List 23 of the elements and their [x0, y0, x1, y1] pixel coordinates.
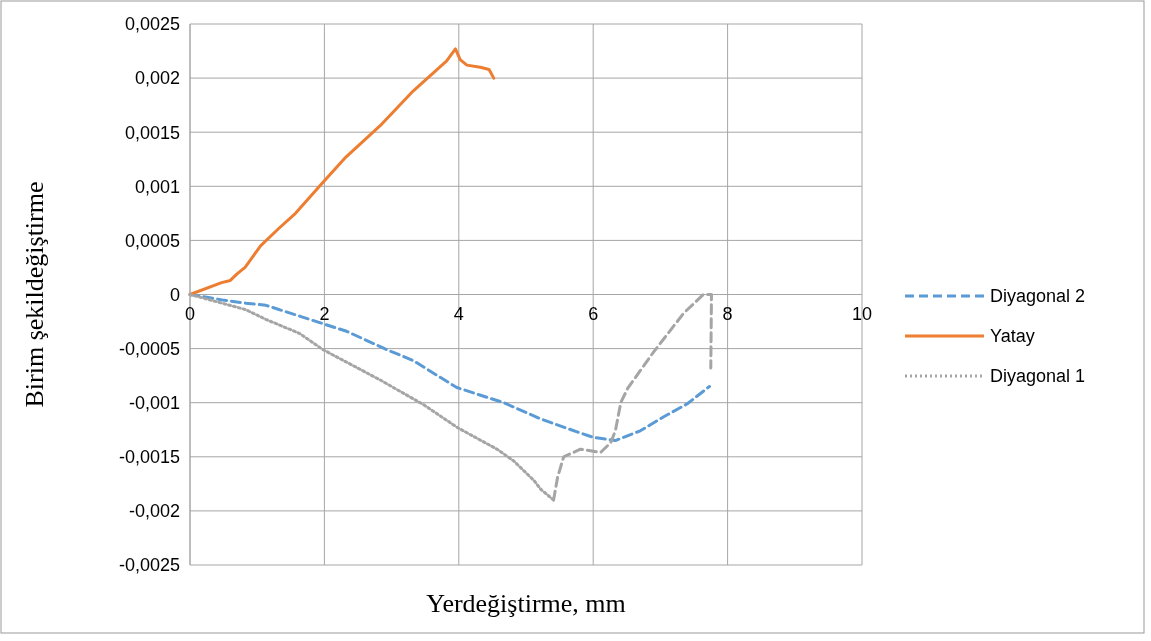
x-tick-label: 0: [184, 303, 196, 324]
y-tick-label: 0,0015: [124, 122, 180, 143]
y-tick-label: -0,0025: [118, 555, 180, 576]
y-axis-title: Birim şekildeğiştirme: [20, 181, 49, 408]
legend-label: Diyagonal 2: [990, 286, 1086, 307]
y-tick-label: 0,0025: [124, 14, 180, 35]
y-tick-label: -0,002: [128, 501, 180, 522]
y-tick-label: -0,0015: [118, 447, 180, 468]
x-axis-title: Yerdeğiştirme, mm: [426, 589, 626, 618]
y-tick-label: 0,001: [134, 176, 180, 197]
x-tick-label: 6: [588, 303, 599, 324]
y-tick-label: 0,002: [134, 68, 180, 89]
legend-label: Diyagonal 1: [990, 366, 1086, 387]
legend-label: Yatay: [990, 326, 1035, 347]
x-tick-label: 10: [851, 303, 873, 324]
x-tick-label: 8: [722, 303, 733, 324]
line-series: [188, 47, 496, 296]
y-tick-label: -0,0005: [118, 338, 180, 359]
y-tick-label: -0,001: [128, 393, 180, 413]
x-tick-label: 2: [319, 303, 330, 324]
x-tick-label: 4: [453, 303, 464, 324]
y-tick-label: 0,0005: [124, 230, 180, 251]
y-tick-label: 0: [169, 284, 180, 305]
